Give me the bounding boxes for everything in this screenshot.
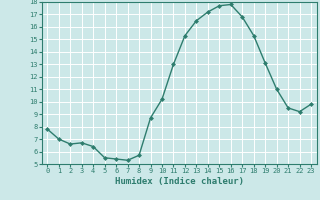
X-axis label: Humidex (Indice chaleur): Humidex (Indice chaleur) <box>115 177 244 186</box>
